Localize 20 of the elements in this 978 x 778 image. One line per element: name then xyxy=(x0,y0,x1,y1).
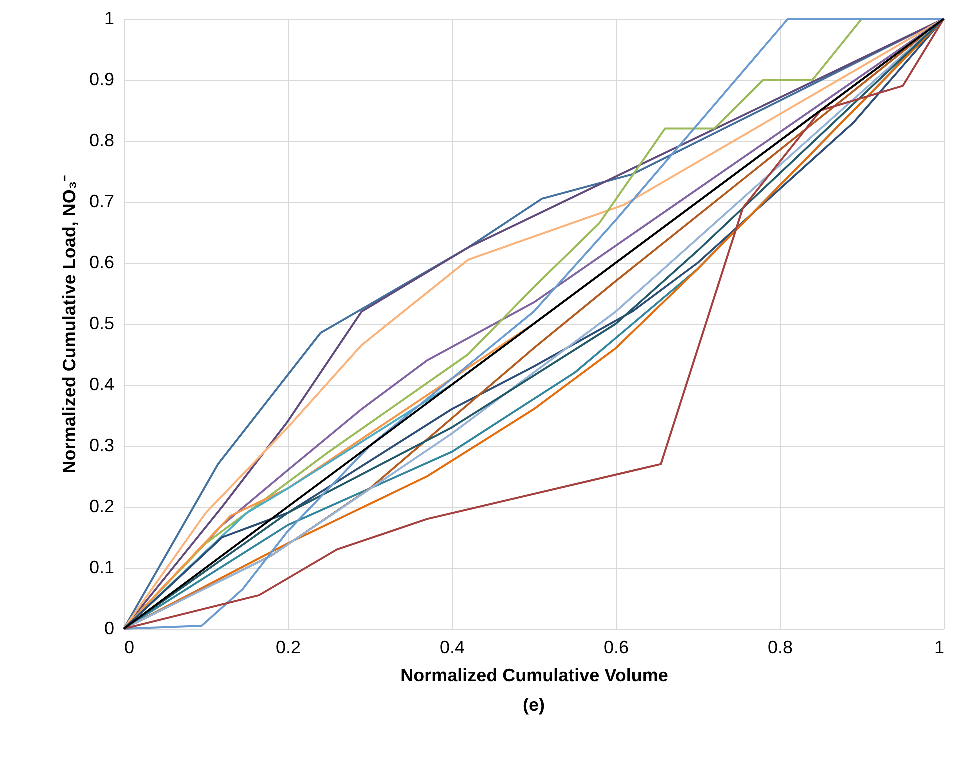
y-tick-label: 0 xyxy=(104,618,114,638)
text: (e) xyxy=(523,695,546,715)
y-tick-label: 0.2 xyxy=(89,496,114,516)
x-tick-label: 0.8 xyxy=(768,638,794,658)
y-tick-label: 1 xyxy=(104,8,114,28)
x-tick-label: 0.2 xyxy=(276,638,302,658)
x-tick-label: 1 xyxy=(934,638,944,658)
y-tick-label: 0.3 xyxy=(89,436,114,456)
y-tick-label: 0.4 xyxy=(89,374,114,394)
y-tick-label: 0.6 xyxy=(89,252,114,272)
y-axis-title: Normalized Cumulative Load, NO₃⁻ xyxy=(59,175,80,474)
x-axis-title: Normalized Cumulative Volume xyxy=(400,666,668,686)
x-tick-label: 0 xyxy=(124,638,135,658)
y-tick-label: 0.5 xyxy=(89,314,114,334)
y-tick-label: 0.8 xyxy=(89,130,114,150)
y-tick-label: 0.7 xyxy=(89,192,114,212)
y-tick-label: 0.9 xyxy=(89,70,114,90)
x-tick-label: 0.4 xyxy=(440,638,466,658)
y-tick-label: 0.1 xyxy=(89,558,114,578)
x-tick-label: 0.6 xyxy=(604,638,630,658)
